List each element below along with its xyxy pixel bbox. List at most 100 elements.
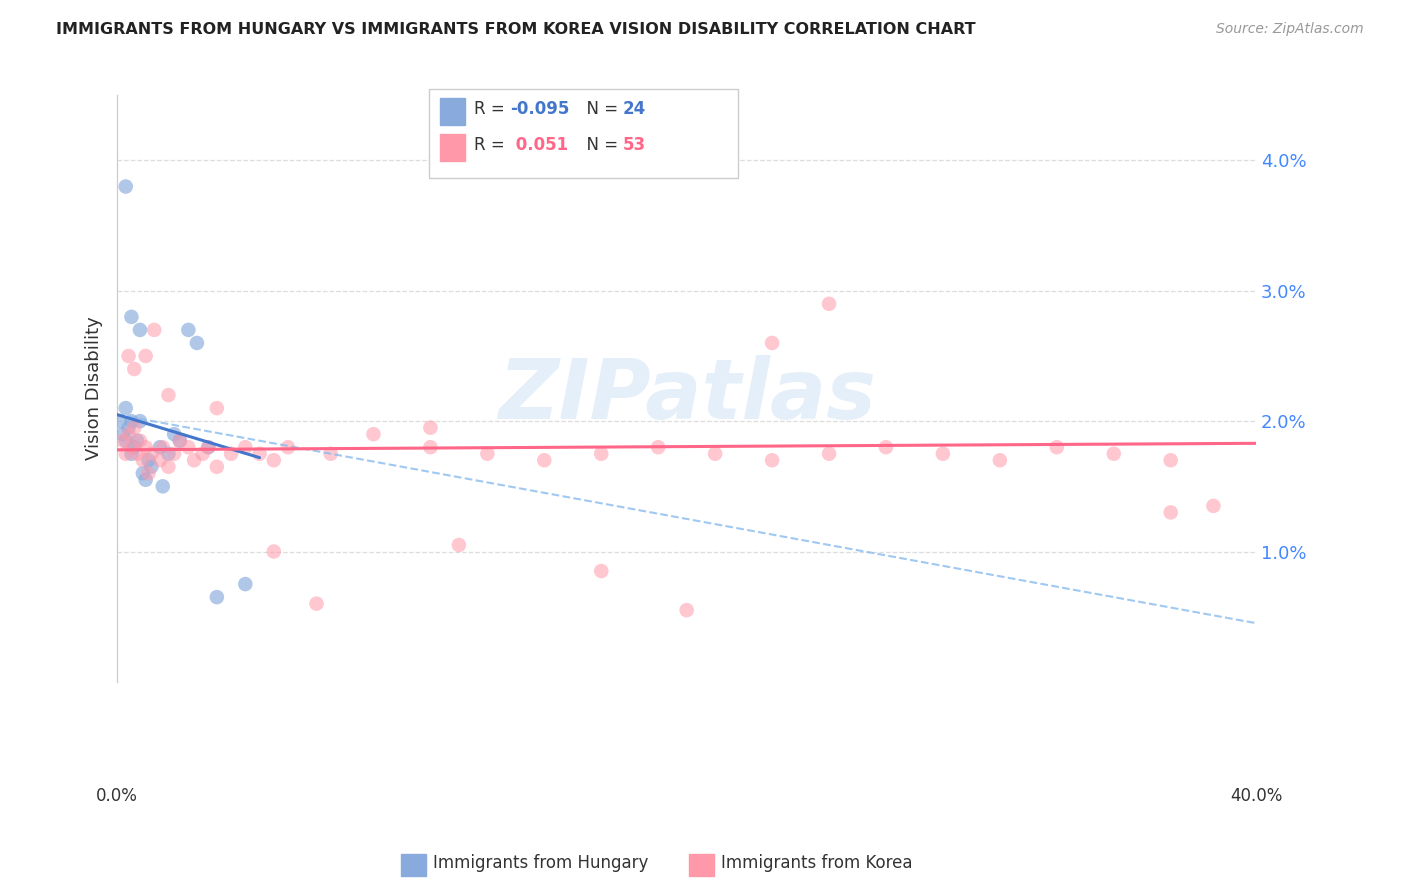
Text: ZIPatlas: ZIPatlas: [498, 355, 876, 435]
Text: Source: ZipAtlas.com: Source: ZipAtlas.com: [1216, 22, 1364, 37]
Point: [233, 577, 256, 591]
Point: [477, 447, 499, 461]
Point: [138, 467, 160, 481]
Point: [135, 349, 157, 363]
Point: [129, 323, 152, 337]
Point: [157, 388, 180, 402]
Point: [141, 447, 163, 461]
Point: [120, 310, 142, 324]
Point: [152, 479, 174, 493]
Point: [1046, 440, 1069, 454]
Point: [141, 459, 163, 474]
Text: Immigrants from Korea: Immigrants from Korea: [721, 855, 912, 872]
Text: 24: 24: [623, 100, 647, 118]
Point: [591, 564, 613, 578]
Point: [108, 414, 131, 428]
Point: [263, 544, 285, 558]
Point: [111, 427, 134, 442]
Point: [163, 427, 186, 442]
Point: [818, 297, 841, 311]
Point: [219, 447, 242, 461]
Point: [932, 447, 955, 461]
Point: [233, 440, 256, 454]
Point: [132, 453, 155, 467]
Point: [177, 440, 200, 454]
Point: [1202, 499, 1225, 513]
Point: [1102, 447, 1125, 461]
Point: [114, 447, 136, 461]
Point: [114, 179, 136, 194]
Point: [647, 440, 669, 454]
Point: [149, 440, 172, 454]
Point: [143, 323, 166, 337]
Point: [149, 453, 172, 467]
Point: [277, 440, 299, 454]
Point: [111, 434, 134, 448]
Point: [591, 447, 613, 461]
Point: [152, 440, 174, 454]
Text: R =: R =: [474, 136, 510, 153]
Point: [197, 440, 219, 454]
Point: [447, 538, 470, 552]
Point: [157, 459, 180, 474]
Point: [117, 420, 139, 434]
Point: [533, 453, 555, 467]
Point: [205, 401, 228, 416]
Text: 0.0%: 0.0%: [96, 788, 138, 805]
Point: [157, 447, 180, 461]
Text: Immigrants from Hungary: Immigrants from Hungary: [433, 855, 648, 872]
Point: [1160, 505, 1182, 519]
Point: [124, 440, 146, 454]
Point: [419, 420, 441, 434]
Point: [127, 447, 149, 461]
Point: [132, 467, 155, 481]
Point: [135, 440, 157, 454]
Point: [117, 427, 139, 442]
Point: [363, 427, 385, 442]
Point: [319, 447, 342, 461]
Point: [305, 597, 328, 611]
Point: [1160, 453, 1182, 467]
Point: [114, 434, 136, 448]
Text: R =: R =: [474, 100, 510, 118]
Point: [129, 414, 152, 428]
Point: [138, 453, 160, 467]
Point: [263, 453, 285, 467]
Point: [117, 349, 139, 363]
Text: N =: N =: [576, 136, 624, 153]
Point: [129, 434, 152, 448]
Text: 53: 53: [623, 136, 645, 153]
Point: [249, 447, 271, 461]
Point: [120, 447, 142, 461]
Point: [114, 401, 136, 416]
Point: [120, 440, 142, 454]
Point: [183, 453, 205, 467]
Point: [988, 453, 1011, 467]
Point: [205, 459, 228, 474]
Point: [761, 453, 783, 467]
Point: [205, 590, 228, 604]
Point: [704, 447, 727, 461]
Point: [120, 414, 142, 428]
Point: [163, 447, 186, 461]
Point: [127, 434, 149, 448]
Point: [818, 447, 841, 461]
Point: [875, 440, 897, 454]
Point: [177, 323, 200, 337]
Y-axis label: Vision Disability: Vision Disability: [86, 317, 103, 460]
Text: 0.051: 0.051: [510, 136, 568, 153]
Point: [419, 440, 441, 454]
Point: [675, 603, 697, 617]
Point: [124, 420, 146, 434]
Point: [135, 473, 157, 487]
Text: N =: N =: [576, 100, 624, 118]
Point: [197, 440, 219, 454]
Point: [191, 447, 214, 461]
Text: -0.095: -0.095: [510, 100, 569, 118]
Text: IMMIGRANTS FROM HUNGARY VS IMMIGRANTS FROM KOREA VISION DISABILITY CORRELATION C: IMMIGRANTS FROM HUNGARY VS IMMIGRANTS FR…: [56, 22, 976, 37]
Point: [761, 335, 783, 350]
Point: [186, 335, 208, 350]
Text: 40.0%: 40.0%: [1230, 788, 1282, 805]
Point: [169, 434, 191, 448]
Point: [169, 434, 191, 448]
